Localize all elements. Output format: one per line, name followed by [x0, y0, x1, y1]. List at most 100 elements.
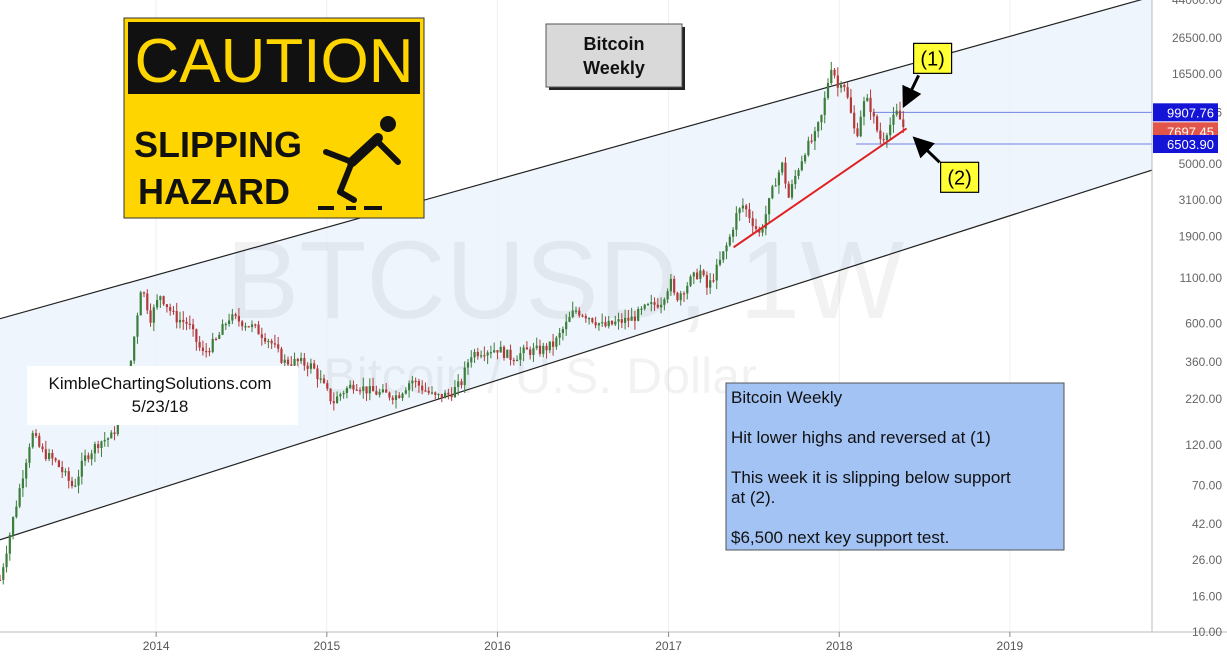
- candle: [538, 339, 542, 357]
- candle: [70, 476, 74, 489]
- candle: [277, 336, 280, 353]
- candle: [332, 392, 335, 411]
- candle: [823, 91, 826, 124]
- candle: [587, 317, 591, 325]
- candle: [286, 356, 290, 368]
- candle: [201, 340, 205, 356]
- annotation-line3: $6,500 next key support test.: [731, 528, 949, 547]
- candle: [227, 313, 231, 327]
- candle: [843, 83, 846, 92]
- price-tick-label: 26500.00: [1172, 31, 1222, 45]
- candle: [571, 301, 574, 319]
- candle: [319, 370, 322, 384]
- candle: [388, 391, 391, 401]
- candle: [182, 311, 185, 330]
- candle: [136, 312, 139, 344]
- candle: [565, 314, 568, 336]
- marker-box: [940, 161, 980, 193]
- candle: [11, 516, 15, 540]
- candle: [869, 89, 872, 120]
- time-tick-label: 2014: [143, 639, 170, 653]
- candle: [443, 389, 447, 399]
- candle: [584, 313, 587, 323]
- candle: [522, 344, 525, 362]
- candle: [28, 443, 31, 468]
- candle: [41, 443, 44, 453]
- candle: [820, 114, 823, 131]
- candle: [250, 320, 254, 333]
- candle: [309, 358, 313, 374]
- candle: [335, 391, 339, 404]
- marker-2: (2): [912, 136, 980, 193]
- candle: [93, 441, 97, 463]
- candle: [74, 478, 77, 488]
- candle: [826, 78, 830, 100]
- candle: [754, 218, 758, 233]
- candle: [214, 337, 218, 341]
- candle: [303, 353, 306, 371]
- candle: [440, 393, 443, 403]
- candle: [525, 341, 529, 350]
- candle: [548, 341, 551, 354]
- caution-line1-text: SLIPPING: [134, 124, 302, 165]
- candle: [175, 302, 178, 329]
- price-tag-label: 6503.90: [1167, 137, 1214, 152]
- candle: [185, 317, 188, 331]
- candle: [322, 374, 326, 384]
- candle: [614, 315, 617, 327]
- candle: [80, 452, 83, 485]
- candle: [450, 387, 453, 402]
- candle: [738, 207, 741, 221]
- slipping-person-icon: [318, 116, 401, 210]
- candle: [38, 432, 41, 448]
- candle: [342, 390, 345, 399]
- price-tick-label: 10.00: [1192, 625, 1222, 639]
- candle: [417, 378, 421, 393]
- candle: [254, 323, 257, 329]
- candle: [889, 117, 892, 141]
- candle: [892, 106, 895, 133]
- candle: [875, 114, 879, 133]
- candle: [31, 430, 34, 449]
- candle: [705, 271, 709, 295]
- candle: [453, 380, 457, 398]
- candle: [237, 308, 241, 327]
- candle: [103, 431, 106, 447]
- candle: [365, 386, 368, 401]
- candle: [260, 327, 263, 346]
- candle: [391, 395, 394, 405]
- candle: [218, 331, 221, 340]
- candle: [479, 350, 483, 359]
- price-tick-label: 26.00: [1192, 553, 1222, 567]
- candle: [499, 340, 502, 353]
- candle: [637, 306, 640, 322]
- time-tick-label: 2015: [313, 639, 340, 653]
- price-tick-label: 360.00: [1185, 355, 1222, 369]
- candle: [568, 311, 571, 323]
- marker-arrow: [912, 136, 941, 164]
- candle: [378, 388, 381, 398]
- candle: [87, 452, 90, 463]
- source-website: KimbleChartingSolutions.com: [49, 374, 272, 393]
- candle: [241, 319, 244, 331]
- title-box: Bitcoin Weekly: [545, 23, 685, 90]
- price-tick-label: 42.00: [1192, 517, 1222, 531]
- price-tick-label: 5000.00: [1179, 157, 1223, 171]
- candle: [165, 303, 169, 313]
- candle: [849, 88, 853, 114]
- candle: [604, 316, 607, 328]
- candle: [299, 352, 303, 365]
- candle: [355, 384, 358, 392]
- candle: [627, 309, 630, 328]
- candle: [473, 348, 476, 364]
- candle: [666, 288, 669, 304]
- candle: [368, 378, 371, 401]
- candle: [741, 198, 745, 213]
- candle: [191, 318, 195, 337]
- candle: [188, 315, 191, 330]
- candle: [633, 310, 637, 330]
- candle: [221, 319, 224, 336]
- candle: [640, 306, 643, 316]
- marker-label: (2): [947, 167, 971, 189]
- candle: [362, 377, 365, 399]
